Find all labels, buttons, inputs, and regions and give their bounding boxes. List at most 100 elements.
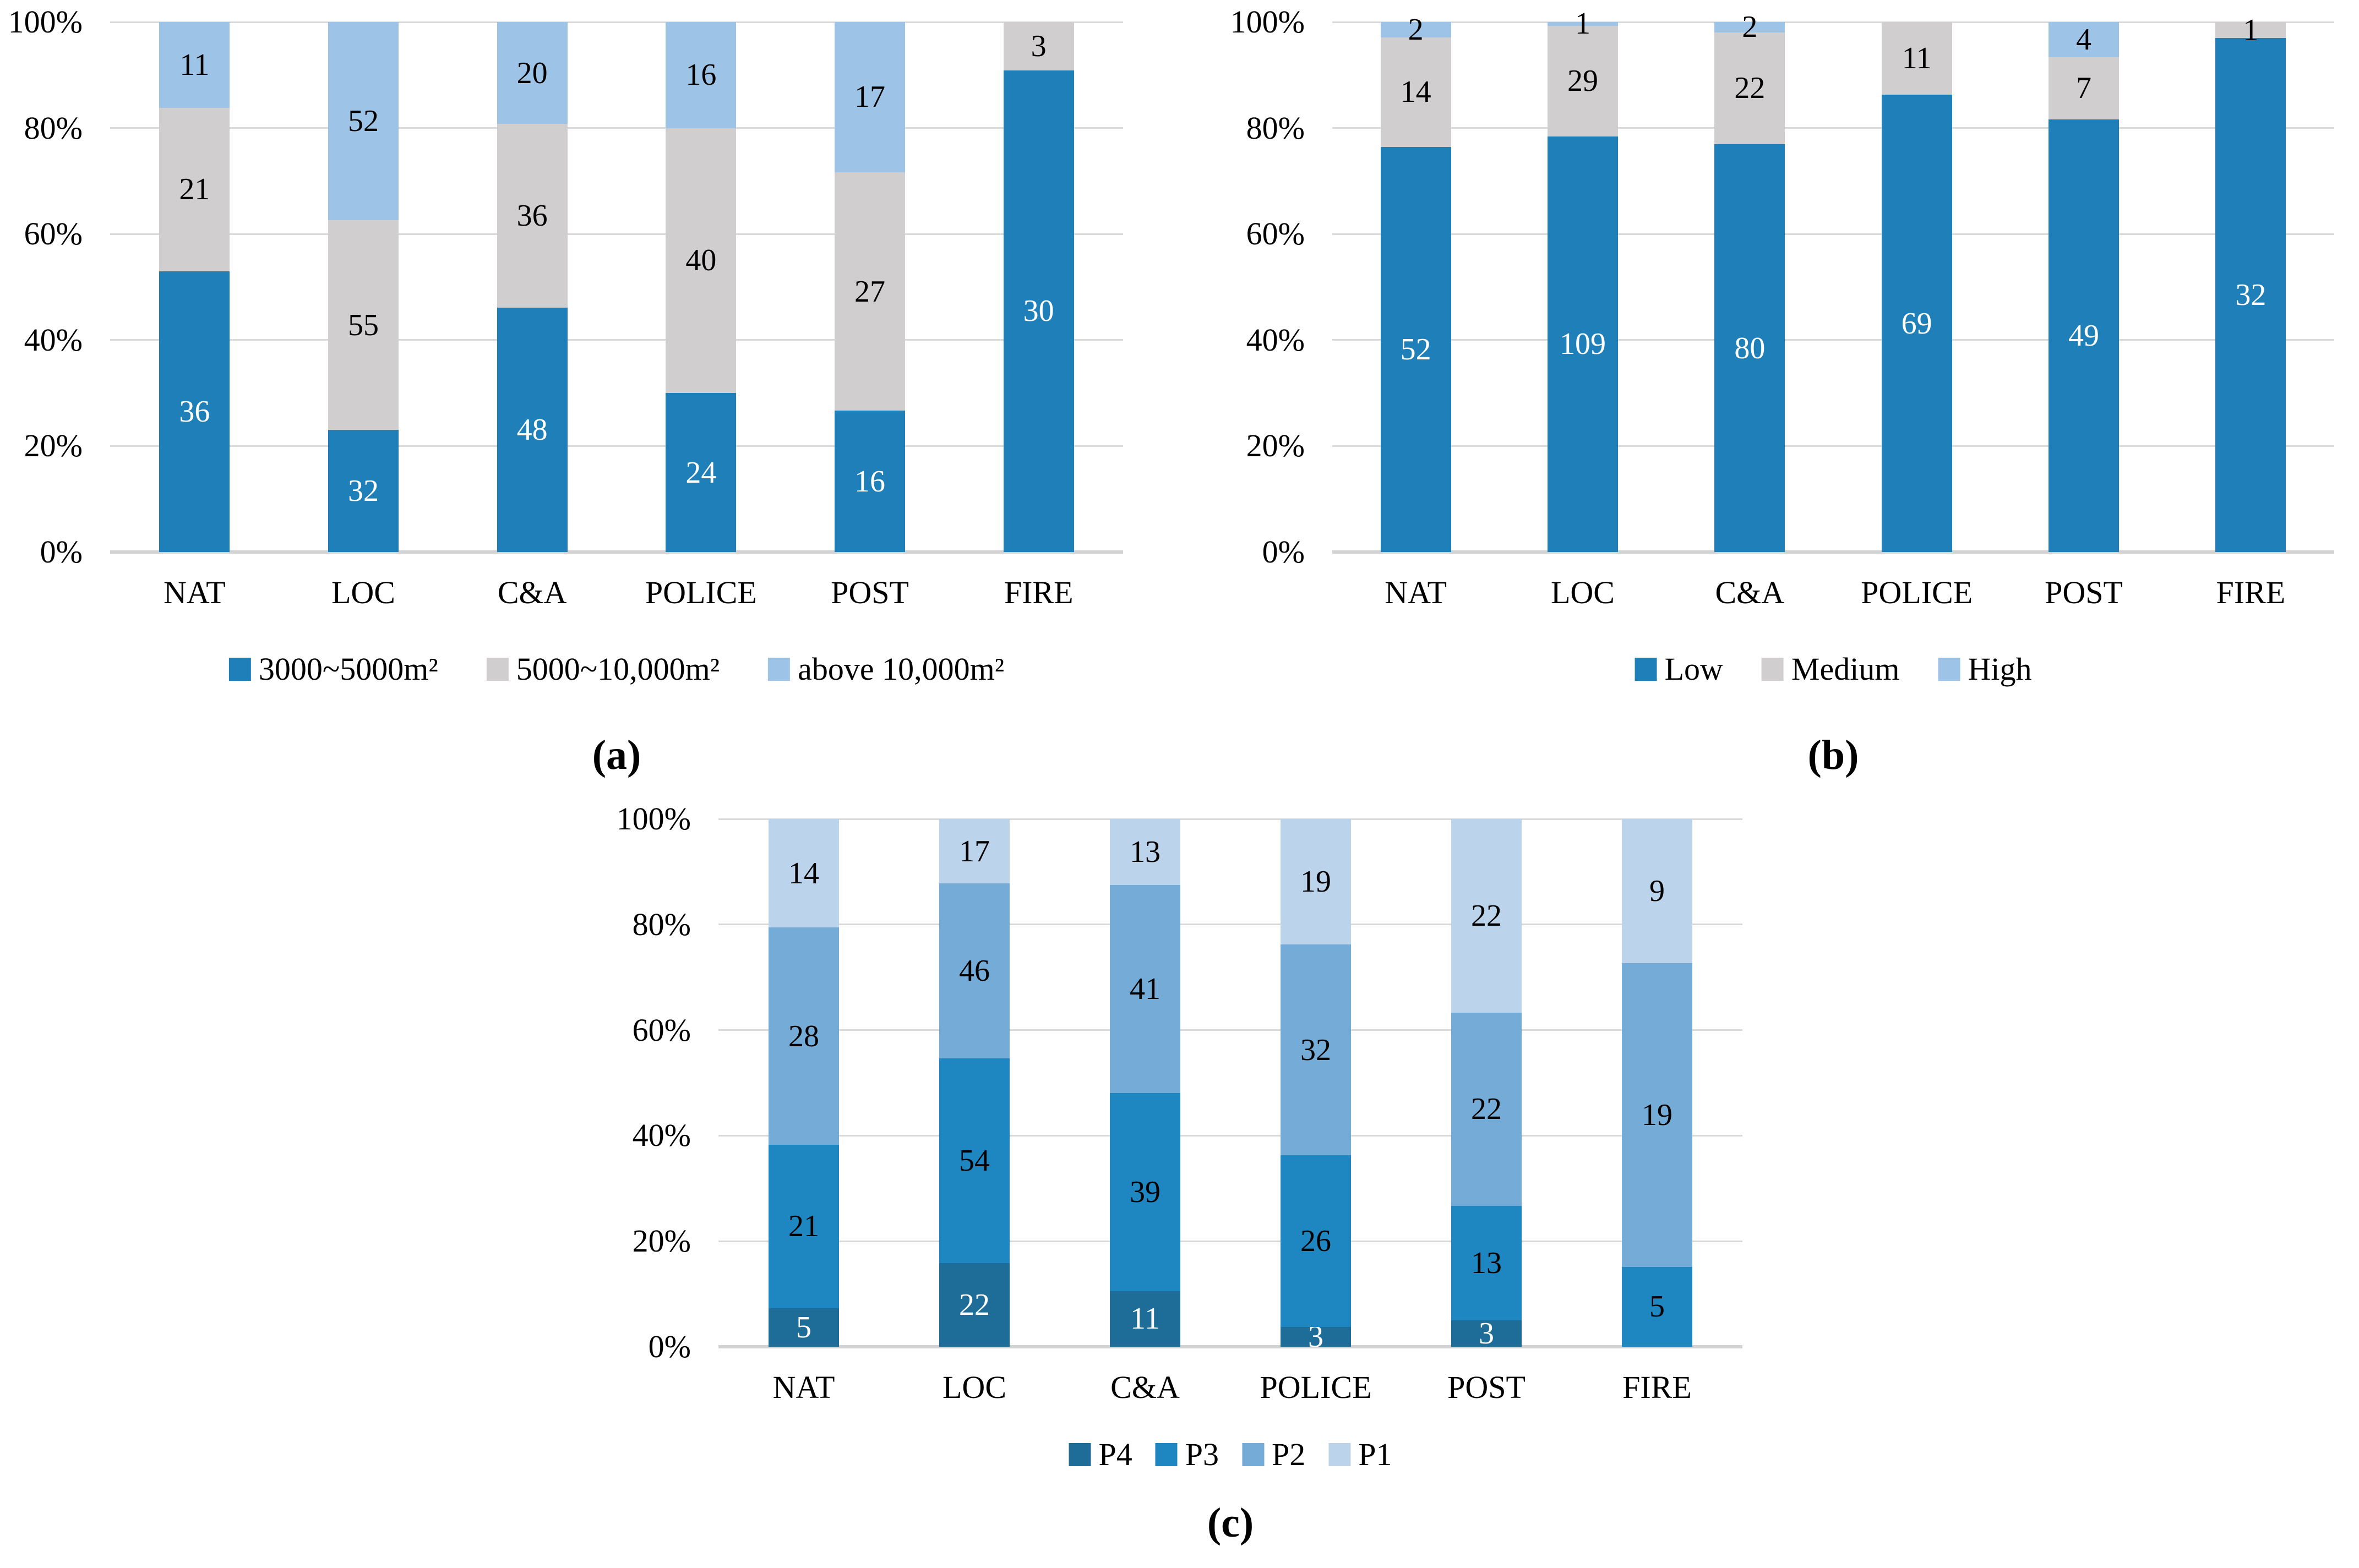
bar-segment-police-s2 [666,22,737,128]
y-axis-tick-label: 60% [1246,216,1305,252]
bar-value-label: 36 [179,395,210,429]
bar-value-label: 17 [854,80,885,114]
legend-item: 3000~5000m² [228,651,438,687]
y-axis-tick-label: 40% [1246,321,1305,358]
gridline [110,21,1123,23]
chart-a-sublabel: (a) [592,732,641,778]
bar-segment-nat-s3 [769,819,839,928]
category-label-nat: NAT [1385,575,1447,610]
bar-segment-nat-s0 [769,1308,839,1347]
bar-value-label: 17 [959,834,990,868]
bar-value-label: 32 [2235,278,2267,313]
bar-value-label: 16 [854,464,885,499]
bar-segment-ca-s0 [1714,144,1785,552]
y-axis-tick-label: 100% [8,4,83,40]
bar-value-label: 20 [516,56,548,90]
legend-label: above 10,000m² [798,651,1005,687]
bar-segment-loc-s0 [1548,136,1618,552]
y-axis-tick-label: 0% [1262,534,1305,570]
bar-value-label: 13 [1130,834,1161,869]
bar-segment-fire-s2 [1622,963,1692,1267]
bar-value-label: 36 [516,198,548,233]
bar-value-label: 19 [1300,864,1331,899]
bar-value-label: 27 [854,274,885,309]
bar-value-label: 39 [1130,1174,1161,1209]
bar-value-label: 46 [959,953,990,988]
bar-value-label: 26 [1300,1224,1331,1259]
y-axis-tick-label: 80% [632,906,691,942]
bar-segment-police-s1 [1281,1155,1351,1327]
bar-segment-ca-s0 [497,307,568,552]
legend-color-chip [1069,1443,1091,1466]
bar-value-label: 29 [1567,64,1598,99]
gridline [718,1240,1742,1242]
bar-segment-nat-s1 [159,107,230,272]
x-axis-line [718,1345,1742,1348]
legend-chart-a: 3000~5000m² 5000~10,000m² above 10,000m² [228,651,1004,687]
bar-segment-ca-s0 [1110,1291,1180,1347]
bar-segment-ca-s1 [497,124,568,308]
bar-segment-nat-s0 [159,271,230,552]
bar-segment-nat-s0 [1380,146,1451,552]
legend-color-chip [1938,658,1960,681]
bar-segment-loc-s3 [939,819,1010,884]
legend-item: Medium [1761,651,1900,687]
bar-value-label: 49 [2068,318,2099,353]
bar-segment-post-s0 [1451,1320,1522,1347]
bar-segment-ca-s3 [1110,819,1180,885]
legend-label: P3 [1185,1436,1219,1472]
chart-a: 0% 20% 40% 60% 80% 100% 36 21 11 NAT 32 55 52 LOC 48 36… [8,4,1123,778]
y-axis-tick-label: 100% [616,801,691,837]
legend-item: P2 [1242,1438,1305,1472]
chart-b: 0% 20% 40% 60% 80% 100% 52 14 2 NAT 109 29 1 LOC 80 22 2… [1230,4,2334,778]
y-axis-tick-label: 60% [632,1012,691,1048]
bar-segment-loc-s2 [939,883,1010,1058]
legend-label: Medium [1791,651,1900,687]
bar-segment-police-s0 [1881,95,1952,552]
bar-segment-police-s1 [666,128,737,394]
category-label-ca: C&A [1110,1369,1180,1405]
bar-segment-post-s0 [2049,119,2119,552]
category-label-fire: FIRE [1004,575,1074,610]
category-label-ca: C&A [497,575,567,610]
category-label-loc: LOC [1550,575,1615,610]
y-axis-tick-label: 40% [24,321,83,358]
bar-segment-nat-s1 [769,1145,839,1308]
legend-label: 3000~5000m² [258,651,438,687]
bar-segment-nat-s2 [769,927,839,1145]
bar-value-label: 3 [1031,29,1047,63]
bar-value-label: 32 [1300,1032,1331,1067]
gridline [718,924,1742,926]
bar-value-label: 80 [1734,331,1766,365]
bar-segment-nat-s1 [1380,37,1451,147]
bar-value-label: 19 [1642,1097,1672,1132]
bar-value-label: 11 [1130,1302,1160,1336]
bar-segment-ca-s1 [1714,32,1785,145]
gridline [1332,127,2334,129]
category-label-ca: C&A [1715,575,1785,610]
x-axis-line [110,550,1123,554]
bar-value-label: 48 [516,412,548,447]
category-label-loc: LOC [942,1369,1006,1405]
bar-segment-ca-s1 [1110,1092,1180,1291]
y-axis-tick-label: 100% [1230,4,1305,40]
category-label-police: POLICE [1260,1369,1372,1405]
legend-chart-b: Low Medium High [1635,651,2031,687]
legend-item: P4 [1069,1438,1132,1472]
legend-item: above 10,000m² [768,652,1004,686]
legend-chart-c: P4 P3 P2 P1 [1069,1438,1392,1472]
chart-c: 0% 20% 40% 60% 80% 100% 5 21 28 14 NAT 22 54 46 17 LOC 1… [617,801,1742,1546]
bar-segment-loc-s1 [939,1058,1010,1264]
legend-color-chip [228,658,251,681]
bar-value-label: 41 [1130,971,1161,1006]
bar-segment-nat-s2 [159,22,230,108]
bar-segment-ca-s2 [1110,884,1180,1093]
category-label-nat: NAT [163,575,226,610]
bar-value-label: 16 [685,58,717,92]
bar-value-label: 2 [1408,13,1424,47]
y-axis-tick-label: 60% [24,216,83,252]
bar-segment-loc-s0 [328,430,399,552]
bar-value-label: 52 [348,104,379,139]
category-label-nat: NAT [772,1369,835,1405]
